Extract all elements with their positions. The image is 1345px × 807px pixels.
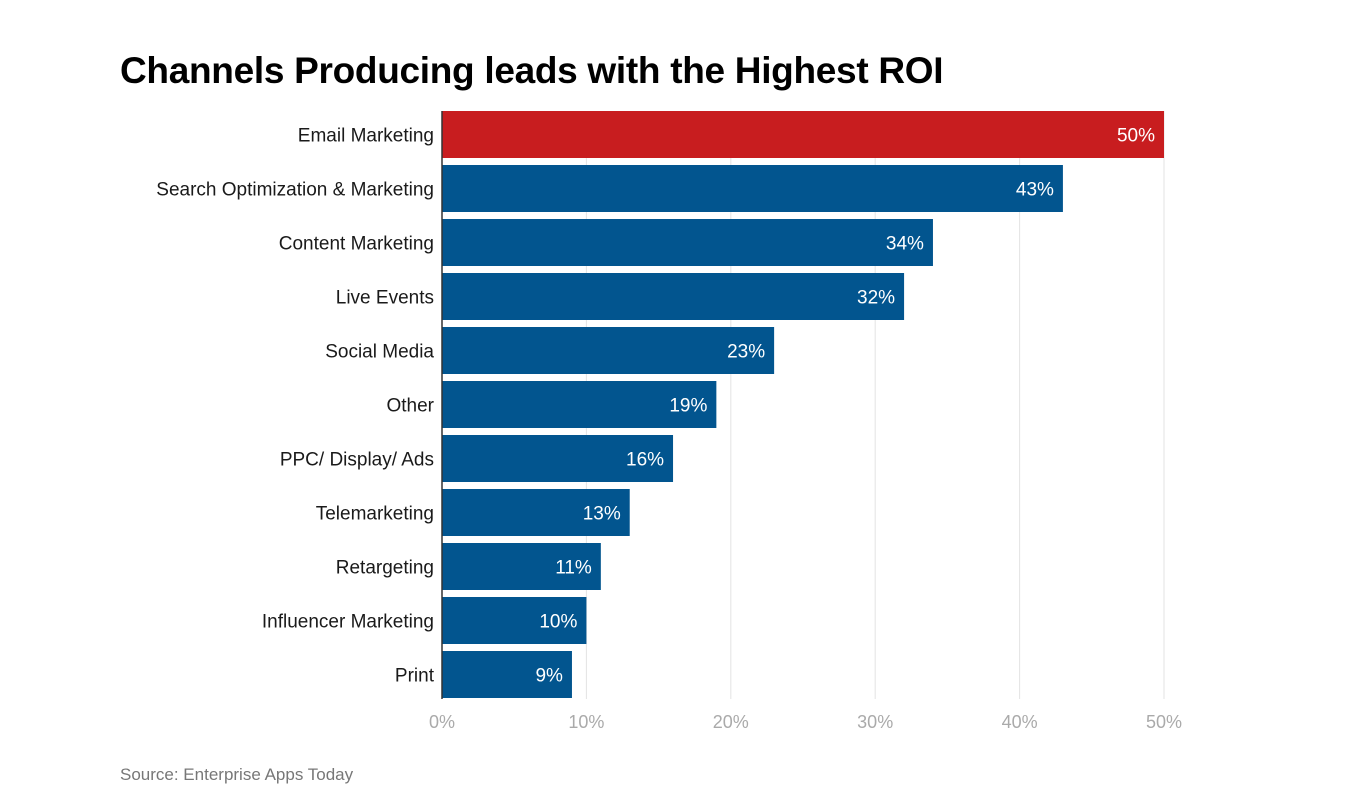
category-label: Telemarketing xyxy=(316,504,434,525)
category-label: Other xyxy=(386,396,434,417)
bar-value-label: 19% xyxy=(669,396,707,417)
bar xyxy=(442,543,601,590)
chart-title: Channels Producing leads with the Highes… xyxy=(120,50,944,91)
category-label: Retargeting xyxy=(336,558,434,579)
bar xyxy=(442,435,674,482)
bar-value-label: 50% xyxy=(1117,126,1155,147)
bar xyxy=(442,111,1164,158)
axes: 0% 10% 20% 30% 40% 50% Email Marketing Search O… xyxy=(156,111,1182,732)
category-label: Content Marketing xyxy=(279,234,434,255)
bar xyxy=(442,381,717,428)
bar-value-label: 16% xyxy=(626,450,664,471)
bar-value-label: 10% xyxy=(539,612,577,633)
bar-value-label: 32% xyxy=(857,288,895,309)
source-note: Source: Enterprise Apps Today xyxy=(120,765,354,784)
bar-value-label: 13% xyxy=(583,504,621,525)
bar xyxy=(442,273,905,320)
category-label: PPC/ Display/ Ads xyxy=(280,450,434,471)
category-label: Print xyxy=(395,666,435,687)
x-tick-label: 0% xyxy=(429,712,455,732)
x-tick-label: 40% xyxy=(1002,712,1038,732)
category-label: Email Marketing xyxy=(298,126,434,147)
category-label: Influencer Marketing xyxy=(262,612,434,633)
category-label: Live Events xyxy=(336,288,434,309)
bar-value-label: 9% xyxy=(535,666,563,687)
bar xyxy=(442,489,630,536)
x-tick-label: 10% xyxy=(568,712,604,732)
bar-value-label: 11% xyxy=(555,558,592,579)
bar xyxy=(442,597,587,644)
x-tick-label: 30% xyxy=(857,712,893,732)
bar-value-label: 23% xyxy=(727,342,765,363)
bar xyxy=(442,219,933,266)
x-tick-label: 50% xyxy=(1146,712,1182,732)
x-tick-label: 20% xyxy=(713,712,749,732)
category-label: Search Optimization & Marketing xyxy=(156,180,434,201)
bar-value-label: 43% xyxy=(1016,180,1054,201)
bar xyxy=(442,327,775,374)
bars: 50% 43% 34% 32% 23% 19% 16% 13% 11% 10% 9% xyxy=(442,111,1164,698)
bar xyxy=(442,165,1063,212)
bar-value-label: 34% xyxy=(886,234,924,255)
bar xyxy=(442,651,572,698)
category-label: Social Media xyxy=(325,342,434,363)
